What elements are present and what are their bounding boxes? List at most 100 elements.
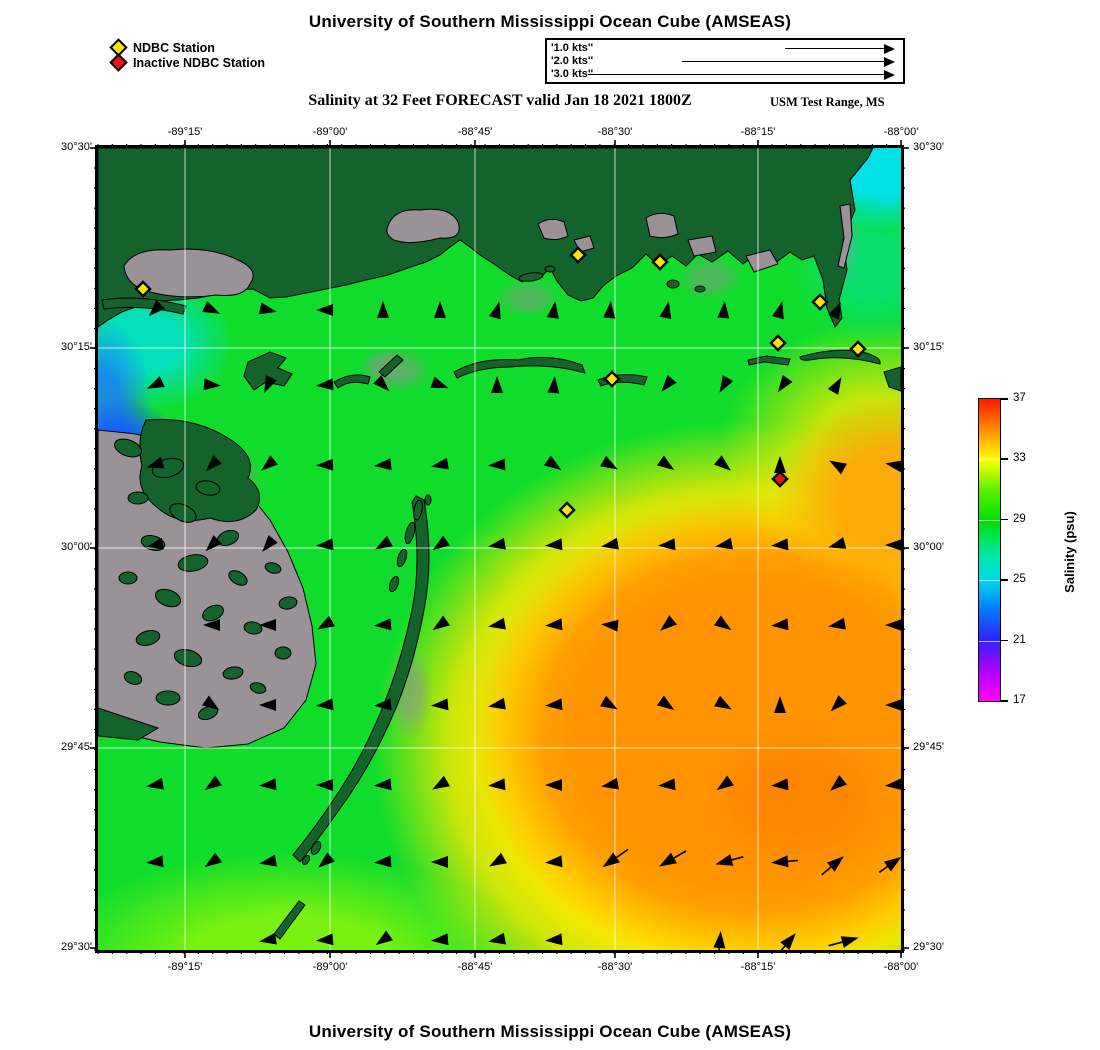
- current-arrow-icon: [658, 778, 676, 791]
- current-arrow-icon: [374, 458, 392, 471]
- current-arrow-icon: [146, 537, 164, 550]
- current-arrow-icon: [715, 854, 744, 866]
- current-arrow-icon: [885, 460, 901, 473]
- current-arrow-icon: [771, 778, 789, 791]
- current-arrow-icon: [264, 375, 277, 394]
- y-axis-tick-label: 30°00': [913, 541, 944, 553]
- current-arrow-icon: [203, 619, 220, 631]
- current-arrow-icon: [316, 458, 334, 471]
- current-arrow-icon: [545, 855, 563, 868]
- current-arrow-icon: [714, 615, 732, 631]
- ndbc-station-marker: [651, 253, 669, 271]
- scale-label: '3.0 kts'': [551, 68, 594, 80]
- y-axis-tick-label: 30°30': [913, 141, 944, 153]
- current-arrow-icon: [491, 376, 503, 393]
- current-arrow-icon: [202, 695, 220, 711]
- current-arrow-icon: [657, 455, 675, 471]
- inactive-ndbc-station-marker: [771, 470, 789, 488]
- x-axis-tick-label: -88°45': [457, 126, 493, 138]
- scale-label: '2.0 kts'': [551, 55, 594, 67]
- x-axis-tick-label: -89°15': [167, 126, 203, 138]
- colorbar-tickline: [979, 640, 1000, 642]
- current-arrow-icon: [432, 775, 450, 790]
- y-axis-tick-label: 29°45': [913, 741, 944, 753]
- current-arrow-icon: [373, 375, 390, 392]
- current-arrow-icon: [774, 696, 786, 713]
- current-arrow-icon: [827, 377, 842, 395]
- current-arrow-icon: [658, 538, 676, 551]
- ndbc-station-marker: [134, 280, 152, 298]
- current-arrow-icon: [431, 457, 449, 470]
- axis-tick-marks: [90, 140, 909, 958]
- current-arrow-icon: [545, 618, 563, 631]
- colorbar-title: Salinity (psu): [1062, 511, 1077, 593]
- current-arrow-icon: [317, 615, 335, 630]
- colorbar-tick-label: 21: [1013, 633, 1026, 646]
- ndbc-station-marker: [769, 334, 787, 352]
- colorbar: [978, 398, 1001, 702]
- current-arrow-icon: [259, 778, 277, 791]
- y-axis-tick-label: 30°15': [913, 341, 944, 353]
- current-arrow-icon: [600, 455, 618, 470]
- current-arrow-icon: [830, 695, 847, 712]
- colorbar-tick-label: 25: [1013, 573, 1026, 586]
- current-arrow-icon: [374, 778, 392, 791]
- current-arrow-icon: [316, 538, 334, 551]
- colorbar-tick: [1001, 518, 1008, 521]
- current-arrow-icon: [259, 619, 276, 631]
- current-arrow-icon: [432, 535, 450, 551]
- current-arrow-icon: [258, 302, 277, 315]
- current-arrow-icon: [775, 933, 796, 950]
- current-arrow-icon: [204, 852, 222, 868]
- current-arrow-icon: [489, 301, 501, 320]
- x-axis-tick-label: -88°30': [597, 126, 633, 138]
- x-axis-tick-label: -89°00': [312, 961, 348, 973]
- colorbar-tick: [1001, 579, 1008, 581]
- current-arrow-icon: [545, 538, 563, 551]
- current-arrow-icon: [259, 699, 276, 711]
- current-arrow-icon: [603, 301, 616, 319]
- current-arrow-icon: [488, 458, 506, 471]
- current-arrow-icon: [434, 301, 446, 318]
- y-axis-tick-label: 30°15': [61, 341, 92, 353]
- current-arrow-icon: [146, 855, 164, 868]
- ndbc-station-marker: [811, 293, 829, 311]
- y-axis-tick-label: 29°30': [913, 941, 944, 953]
- colorbar-tick: [1001, 639, 1008, 642]
- current-arrow-icon: [377, 301, 389, 318]
- current-arrow-icon: [717, 301, 730, 319]
- current-speed-scale-box: '1.0 kts'' '2.0 kts'' '3.0 kts'': [545, 38, 905, 84]
- current-vector-arrows: [146, 300, 901, 950]
- map-frame: [90, 140, 909, 958]
- scale-arrow-icon: [884, 43, 895, 54]
- colorbar-tick-label: 29: [1013, 512, 1026, 525]
- current-arrow-icon: [374, 855, 392, 868]
- current-arrow-icon: [316, 779, 333, 791]
- legend-row-inactive: Inactive NDBC Station: [109, 53, 265, 72]
- x-axis-tick-label: -88°00': [883, 961, 919, 973]
- current-arrow-icon: [713, 931, 726, 950]
- y-axis-tick-label: 30°00': [61, 541, 92, 553]
- colorbar-tick: [1001, 458, 1008, 460]
- current-arrow-icon: [601, 619, 619, 632]
- inactive-station-diamond-icon: [109, 53, 128, 72]
- colorbar-tickline: [979, 459, 1000, 461]
- current-arrow-icon: [657, 695, 675, 711]
- current-arrow-icon: [375, 535, 393, 550]
- current-arrow-icon: [205, 535, 222, 552]
- y-axis-tick-label: 29°45': [61, 741, 92, 753]
- current-arrow-icon: [601, 777, 619, 790]
- current-arrow-icon: [204, 775, 222, 791]
- current-arrow-icon: [261, 455, 278, 471]
- x-axis-tick-label: -88°45': [457, 961, 493, 973]
- current-arrow-icon: [430, 376, 449, 389]
- current-arrow-icon: [771, 855, 799, 868]
- ndbc-station-marker: [569, 246, 587, 264]
- x-axis-tick-label: -89°15': [167, 961, 203, 973]
- current-arrow-icon: [316, 378, 334, 391]
- current-arrow-icon: [431, 856, 448, 868]
- current-arrow-icon: [205, 455, 222, 472]
- current-arrow-icon: [488, 617, 506, 630]
- current-arrow-icon: [488, 932, 506, 945]
- ndbc-station-marker: [603, 370, 621, 388]
